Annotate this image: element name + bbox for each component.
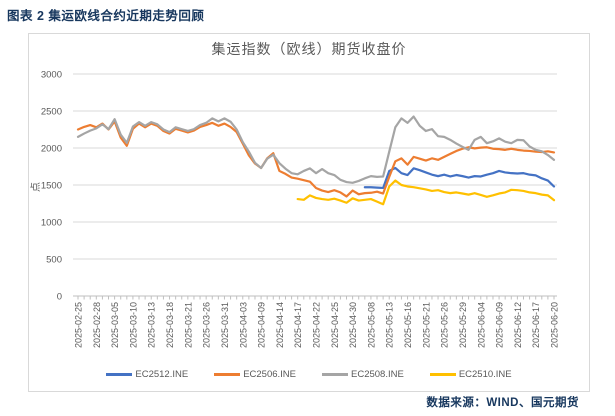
legend-swatch-EC2512.INE (106, 373, 133, 376)
legend-item-EC2508.INE: EC2508.INE (322, 369, 404, 380)
svg-text:2025-04-09: 2025-04-09 (257, 302, 267, 348)
svg-text:2025-06-17: 2025-06-17 (531, 302, 541, 348)
svg-text:2025-04-25: 2025-04-25 (330, 302, 340, 348)
svg-text:1000: 1000 (41, 218, 62, 229)
y-axis-title: 点 (30, 182, 42, 192)
svg-text:2025-03-26: 2025-03-26 (202, 302, 212, 348)
gridlines-group (73, 73, 557, 260)
svg-text:2000: 2000 (41, 144, 62, 155)
figure-caption: 图表 2 集运欧线合约近期走势回顾 (7, 9, 205, 23)
svg-text:2025-05-16: 2025-05-16 (403, 302, 413, 348)
svg-text:2025-04-14: 2025-04-14 (275, 302, 285, 348)
legend-item-EC2506.INE: EC2506.INE (214, 369, 296, 380)
svg-text:2025-03-18: 2025-03-18 (165, 302, 175, 348)
legend-swatch-EC2508.INE (322, 373, 348, 376)
legend-label-EC2510.INE: EC2510.INE (458, 369, 512, 380)
svg-text:2025-05-08: 2025-05-08 (366, 302, 376, 348)
x-axis-labels: 2025-02-25 2025-02-28 2025-03-05 2025-03-10… (74, 302, 560, 348)
svg-text:2025-02-25: 2025-02-25 (74, 302, 84, 348)
series-EC2510.INE (296, 179, 556, 206)
svg-text:3000: 3000 (41, 70, 62, 81)
svg-text:2025-04-30: 2025-04-30 (348, 302, 358, 348)
series-EC2512.INE (363, 166, 556, 190)
legend-label-EC2512.INE: EC2512.INE (135, 369, 189, 380)
svg-text:2025-03-10: 2025-03-10 (128, 302, 138, 348)
series-EC2506.INE (76, 120, 556, 198)
svg-text:2025-06-09: 2025-06-09 (495, 302, 505, 348)
svg-text:2025-06-12: 2025-06-12 (513, 302, 523, 348)
legend-item-EC2510.INE: EC2510.INE (429, 369, 512, 380)
svg-text:2025-05-26: 2025-05-26 (440, 302, 450, 348)
legend-label-EC2506.INE: EC2506.INE (243, 369, 296, 380)
x-axis-group (73, 295, 557, 300)
svg-text:2025-03-21: 2025-03-21 (183, 302, 193, 348)
legend-item-EC2512.INE: EC2512.INE (106, 369, 188, 380)
y-axis-labels: 0 500 1000 1500 2000 2500 3000 (41, 70, 62, 303)
svg-text:2500: 2500 (41, 107, 62, 118)
legend-swatch-EC2510.INE (429, 373, 456, 376)
chart-container: 0 500 1000 1500 2000 2500 3000 2025-02-25 2025-0… (28, 33, 590, 392)
svg-text:2025-04-03: 2025-04-03 (238, 302, 248, 348)
svg-text:2025-05-13: 2025-05-13 (385, 302, 395, 348)
svg-text:2025-03-13: 2025-03-13 (147, 302, 157, 348)
svg-text:2025-06-04: 2025-06-04 (476, 302, 486, 348)
svg-text:2025-05-21: 2025-05-21 (421, 302, 431, 348)
svg-text:2025-02-28: 2025-02-28 (92, 302, 102, 348)
svg-text:2025-03-31: 2025-03-31 (220, 302, 230, 348)
chart-legend: EC2512.INE EC2506.INE EC2508.INE EC2510.INE (29, 369, 589, 380)
svg-text:1500: 1500 (41, 181, 62, 192)
svg-text:2025-03-05: 2025-03-05 (110, 302, 120, 348)
chart-title: 集运指数（欧线）期货收盘价 (211, 41, 407, 57)
legend-label-EC2508.INE: EC2508.INE (351, 369, 404, 380)
series-EC2508.INE (76, 115, 556, 184)
svg-text:2025-04-17: 2025-04-17 (293, 302, 303, 348)
svg-text:0: 0 (57, 292, 62, 303)
data-source-note: 数据来源：WIND、国元期货 (426, 397, 579, 409)
legend-swatch-EC2506.INE (214, 373, 241, 376)
svg-text:2025-05-29: 2025-05-29 (458, 302, 468, 348)
svg-text:500: 500 (46, 255, 62, 266)
svg-text:2025-06-20: 2025-06-20 (550, 302, 560, 348)
svg-text:2025-04-22: 2025-04-22 (312, 302, 322, 348)
